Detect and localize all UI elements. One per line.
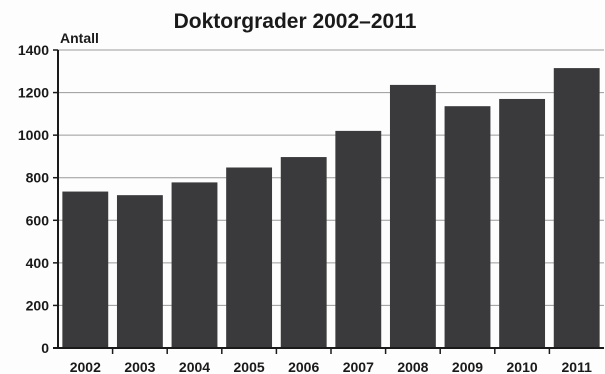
- y-tick-label: 800: [26, 170, 50, 186]
- x-tick-label: 2004: [179, 359, 210, 374]
- chart-title: Doktorgrader 2002–2011: [174, 10, 417, 33]
- y-tick-label: 600: [26, 212, 50, 228]
- bar-2007: [335, 130, 382, 348]
- x-tick-label: 2006: [288, 359, 319, 374]
- bar-2006: [280, 157, 327, 348]
- bar-2009: [444, 106, 491, 349]
- y-axis-label: Antall: [60, 30, 99, 46]
- bar-2008: [389, 84, 436, 348]
- bar-2010: [499, 98, 546, 348]
- axes: [53, 50, 604, 349]
- bar-2005: [226, 167, 273, 348]
- bar-2011: [553, 68, 600, 348]
- x-axis-ticks: 2002 2003 2004 2005 2006 2007 2008 2009 2010 2011: [70, 348, 592, 374]
- x-tick-label: 2005: [234, 359, 265, 374]
- bar-2003: [116, 195, 163, 348]
- bars: [62, 68, 600, 349]
- x-tick-label: 2009: [452, 359, 483, 374]
- bar-2002: [62, 191, 109, 348]
- x-tick-label: 2010: [507, 359, 538, 374]
- y-tick-label: 1200: [18, 85, 49, 101]
- x-tick-label: 2007: [343, 359, 374, 374]
- y-tick-label: 0: [41, 340, 49, 356]
- x-tick-label: 2002: [70, 359, 101, 374]
- y-axis-ticks: 0 200 400 600 800 1000 1200 1400: [18, 42, 58, 356]
- y-tick-label: 200: [26, 297, 50, 313]
- x-tick-label: 2011: [562, 359, 593, 374]
- x-tick-label: 2003: [124, 359, 155, 374]
- bar-2004: [171, 182, 218, 348]
- x-tick-label: 2008: [397, 359, 428, 374]
- y-tick-label: 1000: [18, 127, 49, 143]
- y-tick-label: 400: [26, 255, 50, 271]
- y-tick-label: 1400: [18, 42, 49, 58]
